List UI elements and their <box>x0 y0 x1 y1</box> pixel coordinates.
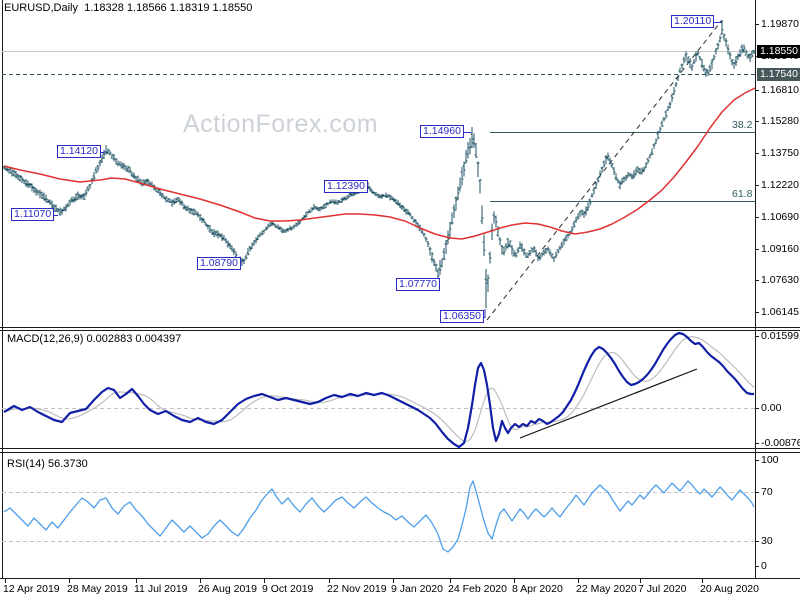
price-tag[interactable]: 1.14120 <box>57 145 101 158</box>
date-label: 12 Apr 2019 <box>3 583 60 595</box>
price-axis-label-1.13750: 1.13750 <box>761 147 799 159</box>
macd-axis-label-0.015991: 0.015991 <box>761 330 800 342</box>
rsi-axis-label-70: 70 <box>761 486 773 498</box>
price-axis-label-1.12220: 1.12220 <box>761 179 799 191</box>
rsi-line <box>3 480 755 553</box>
rsi-axis-label-0: 0 <box>761 560 767 572</box>
price-axis-label-1.19870: 1.19870 <box>761 18 799 30</box>
date-label: 22 May 2020 <box>576 583 637 595</box>
symbol-ohlc-header: EURUSD,Daily 1.18328 1.18566 1.18319 1.1… <box>4 2 252 14</box>
date-label: 24 Feb 2020 <box>448 583 507 595</box>
price-axis-label-1.16810: 1.16810 <box>761 84 799 96</box>
date-label: 7 Jul 2020 <box>638 583 687 595</box>
macd-header: MACD(12,26,9) 0.002883 0.004397 <box>7 333 182 345</box>
date-label: 9 Jan 2020 <box>391 583 443 595</box>
price-axis-label-1.06145: 1.06145 <box>761 306 799 318</box>
date-label: 26 Aug 2019 <box>198 583 257 595</box>
date-label: 11 Jul 2019 <box>134 583 188 595</box>
fib-label-61.8: 61.8 <box>732 188 753 200</box>
price-tag[interactable]: 1.12390 <box>324 180 368 193</box>
date-label: 22 Nov 2019 <box>327 583 387 595</box>
date-label: 8 Apr 2020 <box>512 583 563 595</box>
macd-axis-label-0.00: 0.00 <box>761 402 782 414</box>
price-tag[interactable]: 1.07770 <box>396 278 440 291</box>
price-tag[interactable]: 1.20110 <box>671 15 715 28</box>
price-tag[interactable]: 1.08790 <box>197 257 241 270</box>
fib-label-38.2: 38.2 <box>732 119 753 131</box>
moving-average-line <box>3 87 756 240</box>
watermark: ActionForex.com <box>183 110 379 138</box>
date-label: 20 Aug 2020 <box>700 583 759 595</box>
macd-trend-line[interactable] <box>519 368 698 439</box>
price-axis-label-1.10690: 1.10690 <box>761 211 799 223</box>
price-tag[interactable]: 1.11070 <box>11 208 55 221</box>
price-axis-label-1.15280: 1.15280 <box>761 115 799 127</box>
price-axis-label-1.09160: 1.09160 <box>761 243 799 255</box>
date-label: 28 May 2019 <box>67 583 128 595</box>
axis-price-tag-support: 1.17540 <box>757 68 800 81</box>
symbol-period-label: EURUSD,Daily <box>4 2 78 14</box>
trend-line-dashed[interactable] <box>486 19 723 321</box>
macd-line <box>3 331 754 449</box>
price-axis-label-1.07630: 1.07630 <box>761 274 799 286</box>
date-label: 9 Oct 2019 <box>262 583 314 595</box>
price-tag[interactable]: 1.06350 <box>440 310 484 323</box>
price-tag[interactable]: 1.14960 <box>420 125 464 138</box>
rsi-header: RSI(14) 56.3730 <box>7 458 88 470</box>
rsi-axis-label-30: 30 <box>761 535 773 547</box>
axis-price-tag-current: 1.18550 <box>757 45 800 58</box>
macd-axis-label--0.00876: -0.00876 <box>761 437 800 449</box>
rsi-axis-label-100: 100 <box>761 454 779 466</box>
ohlc-values: 1.18328 1.18566 1.18319 1.18550 <box>84 2 253 14</box>
